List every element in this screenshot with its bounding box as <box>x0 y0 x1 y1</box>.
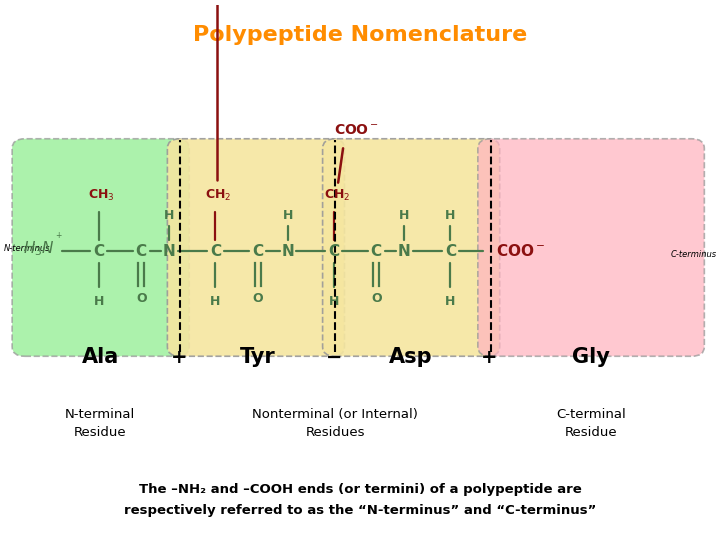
Text: N-terminus: N-terminus <box>4 244 50 253</box>
Text: Gly: Gly <box>572 347 611 367</box>
Text: CH$_2$: CH$_2$ <box>323 188 350 204</box>
Text: Polypeptide Nomenclature: Polypeptide Nomenclature <box>193 24 527 44</box>
Text: O: O <box>136 292 147 305</box>
Text: C-terminus: C-terminus <box>670 249 716 259</box>
Text: C-terminal
Residue: C-terminal Residue <box>557 408 626 439</box>
Text: +: + <box>481 348 498 367</box>
Text: COO$^-$: COO$^-$ <box>334 123 379 137</box>
Text: +: + <box>171 348 187 367</box>
Text: O: O <box>253 292 263 305</box>
Text: H: H <box>400 209 410 222</box>
Text: H: H <box>94 295 104 308</box>
Text: C: C <box>371 244 382 259</box>
Text: Asp: Asp <box>389 347 433 367</box>
Text: respectively referred to as the “N-terminus” and “C-terminus”: respectively referred to as the “N-termi… <box>124 504 596 517</box>
Text: Tyr: Tyr <box>240 347 276 367</box>
Text: The –NH₂ and –COOH ends (or termini) of a polypeptide are: The –NH₂ and –COOH ends (or termini) of … <box>139 483 581 496</box>
FancyBboxPatch shape <box>478 139 704 356</box>
Text: CH$_2$: CH$_2$ <box>205 188 231 204</box>
FancyBboxPatch shape <box>323 139 500 356</box>
Text: C: C <box>135 244 147 259</box>
Text: C: C <box>252 244 264 259</box>
Text: N: N <box>163 244 176 259</box>
Text: COO$^-$: COO$^-$ <box>496 244 546 260</box>
Text: N: N <box>398 244 411 259</box>
Text: H: H <box>164 209 175 222</box>
FancyBboxPatch shape <box>167 139 344 356</box>
Text: Nonterminal (or Internal)
Residues: Nonterminal (or Internal) Residues <box>253 408 418 439</box>
Text: $H_3N$: $H_3N$ <box>23 239 55 258</box>
Text: Ala: Ala <box>81 347 119 367</box>
Text: O: O <box>371 292 382 305</box>
Text: H: H <box>329 295 339 308</box>
Text: C: C <box>445 244 456 259</box>
Text: $^+$: $^+$ <box>54 231 63 241</box>
Text: N-terminal
Residue: N-terminal Residue <box>66 408 135 439</box>
Text: −: − <box>325 348 342 367</box>
Text: H: H <box>283 209 293 222</box>
Text: N: N <box>282 244 294 259</box>
Text: H: H <box>210 295 220 308</box>
Text: C: C <box>328 244 339 259</box>
FancyBboxPatch shape <box>12 139 189 356</box>
Text: H: H <box>445 295 456 308</box>
Text: CH$_3$: CH$_3$ <box>89 188 115 204</box>
Text: C: C <box>210 244 221 259</box>
Text: C: C <box>94 244 104 259</box>
Text: H: H <box>445 209 456 222</box>
